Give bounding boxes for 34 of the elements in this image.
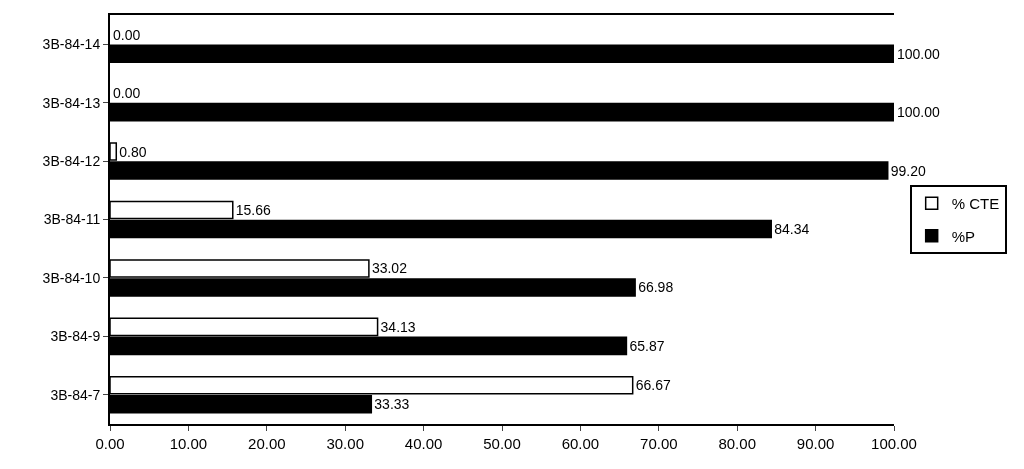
x-tick-label: 10.00: [169, 435, 208, 452]
y-tick-label: 3B-84-9: [50, 328, 101, 345]
data-label: 100.00: [897, 104, 941, 121]
data-label: 0.00: [113, 26, 141, 43]
data-label: 99.20: [890, 162, 926, 179]
y-tick-label: 3B-84-7: [50, 386, 101, 403]
x-tick-label: 90.00: [796, 435, 835, 452]
data-label: 100.00: [897, 45, 941, 62]
y-tick-label: 3B-84-10: [42, 269, 101, 286]
x-tick-label: 40.00: [404, 435, 443, 452]
data-label: 66.98: [638, 279, 674, 296]
y-tick-label: 3B-84-11: [43, 211, 101, 228]
x-tick-label: 50.00: [483, 435, 521, 452]
x-tick-label: 30.00: [326, 435, 364, 452]
data-label: 84.34: [774, 220, 810, 237]
data-label: 15.66: [235, 202, 272, 219]
data-label: 0.00: [113, 85, 141, 102]
data-label: 0.80: [119, 143, 147, 160]
data-label: 66.67: [635, 377, 671, 394]
x-tick-label: 0.00: [95, 435, 125, 452]
x-tick-label: 70.00: [640, 435, 678, 452]
x-tick-label: 80.00: [718, 435, 756, 452]
data-label: 33.02: [371, 260, 408, 277]
data-label: 65.87: [629, 337, 665, 354]
y-tick-label: 3B-84-14: [42, 36, 101, 53]
legend-label: %P: [951, 227, 976, 245]
data-label: 33.33: [374, 396, 410, 413]
y-tick-label: 3B-84-13: [42, 94, 101, 111]
legend-label: % CTE: [951, 195, 1000, 213]
x-tick-label: 20.00: [248, 435, 286, 452]
x-tick-label: 100.00: [871, 435, 917, 452]
x-tick-label: 60.00: [561, 435, 600, 452]
y-tick-label: 3B-84-12: [42, 152, 101, 169]
data-label: 34.13: [380, 318, 416, 335]
